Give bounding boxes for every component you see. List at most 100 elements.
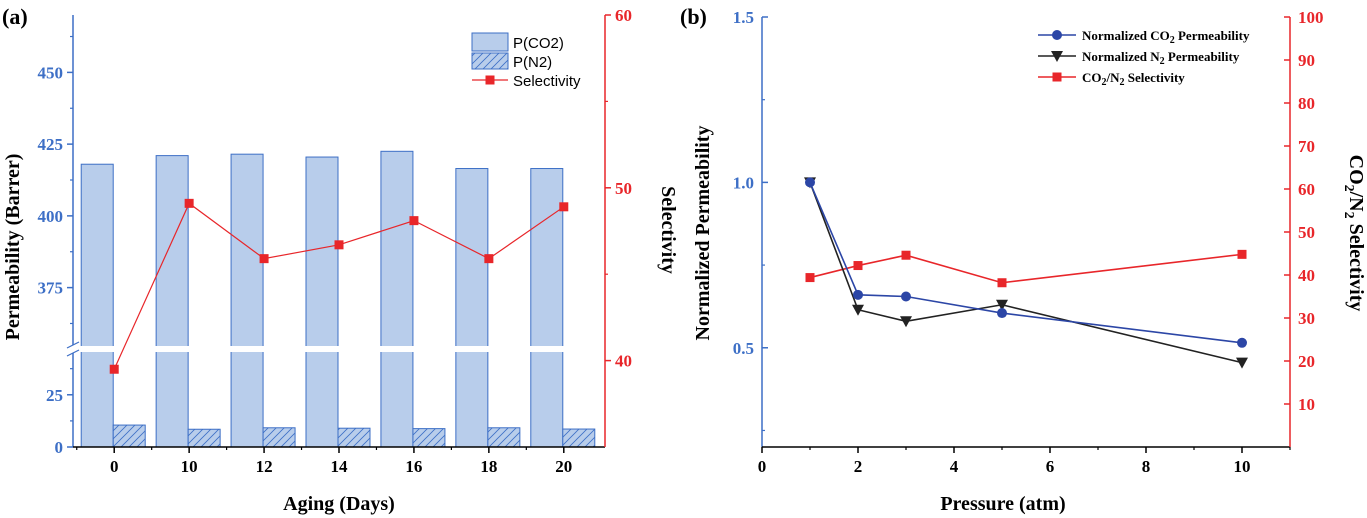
y2-tick-label: 50 (1298, 223, 1315, 242)
selectivity-point (334, 240, 344, 250)
legend-label: Selectivity (513, 73, 581, 90)
x-tick-label: 2 (854, 457, 863, 476)
legend-label-co2: Normalized CO2 Permeability (1082, 28, 1250, 46)
selectivity-point (109, 364, 119, 374)
y2-tick-label: 60 (1298, 180, 1315, 199)
co2-point (853, 289, 863, 300)
n2-point (1236, 357, 1248, 369)
y2-tick-label: 30 (1298, 309, 1315, 328)
panel-b-y2label: CO2/N2 Selectivity (1341, 155, 1367, 312)
panel-a-y2label: Selectivity (657, 186, 679, 274)
legend-marker-selectivity (1052, 72, 1062, 82)
y2-tick-label: 100 (1298, 8, 1324, 27)
selectivity-point (853, 261, 863, 271)
panel-b-xlabel: Pressure (atm) (940, 493, 1065, 515)
selectivity-point (184, 198, 194, 208)
co2-point (901, 291, 911, 302)
y-tick-label: 25 (46, 386, 63, 405)
panel-b-ylabel: Normalized Permeability (692, 126, 714, 341)
y2-tick-label: 90 (1298, 51, 1315, 70)
bar-pn2 (487, 427, 521, 448)
selectivity-point (901, 250, 911, 260)
selectivity-point (805, 273, 815, 283)
axis-break-gap (69, 346, 609, 352)
n2-point (852, 304, 864, 316)
bar-pco2 (305, 156, 339, 448)
y-tick-label: 400 (38, 207, 64, 226)
y2-tick-label: 40 (615, 352, 632, 371)
bar-pco2 (155, 155, 189, 448)
panel-a-xlabel: Aging (Days) (283, 493, 395, 515)
bar-pn2 (562, 428, 596, 448)
y2-tick-label: 10 (1298, 395, 1315, 414)
y2-tick-label: 40 (1298, 266, 1315, 285)
n2-line (809, 182, 1243, 364)
legend-label-n2: Normalized N2 Permeability (1082, 49, 1240, 67)
legend-a: P(CO2) P(N2) Selectivity (471, 32, 581, 90)
x-tick-label: 20 (555, 457, 572, 476)
x-tick-label: 18 (480, 457, 497, 476)
bar-pn2 (112, 424, 146, 448)
x-tick-label: 0 (110, 457, 119, 476)
legend-b: Normalized CO2 Permeability Normalized N2… (1038, 28, 1250, 88)
y-tick-label: 425 (38, 135, 64, 154)
legend-marker-n2 (1051, 51, 1063, 62)
y2-tick-label: 80 (1298, 94, 1315, 113)
x-tick-label: 10 (181, 457, 198, 476)
x-tick-label: 8 (1142, 457, 1151, 476)
y-tick-label: 1.0 (733, 173, 754, 192)
selectivity-point (997, 278, 1007, 288)
selectivity-point (1237, 249, 1247, 259)
y2-tick-label: 70 (1298, 137, 1315, 156)
selectivity-point (484, 254, 494, 264)
legend-swatch-pn2 (471, 52, 509, 70)
x-tick-label: 16 (405, 457, 422, 476)
legend-label-selectivity: CO2/N2 Selectivity (1082, 70, 1185, 88)
co2-point (805, 177, 815, 188)
n2-point (900, 316, 912, 328)
legend-marker-co2 (1052, 30, 1062, 40)
y2-tick-label: 60 (615, 6, 632, 25)
x-tick-label: 12 (256, 457, 273, 476)
selectivity-point (259, 254, 269, 264)
bar-pn2 (337, 427, 371, 448)
bar-pco2 (530, 168, 564, 448)
bar-pco2 (80, 163, 114, 448)
axis-break-mark (66, 349, 80, 357)
legend-swatch-pco2 (471, 32, 509, 52)
bar-pn2 (412, 428, 446, 448)
bar-pn2 (262, 427, 296, 448)
svg-text:CO2/N2 Selectivity: CO2/N2 Selectivity (1341, 155, 1367, 312)
bar-pn2 (187, 428, 221, 448)
selectivity-point (559, 202, 569, 212)
panel-a: 375 400 425 450 0 25 40 50 60 0 10 12 14 16 18 20 P(CO2)… (38, 6, 633, 476)
panel-b: 0.5 1.0 1.5 10 20 30 40 50 60 70 80 90 100 0 2 4 6 8 10 Nor… (733, 8, 1324, 476)
y-tick-label: 1.5 (733, 8, 754, 27)
y2-tick-label: 20 (1298, 352, 1315, 371)
axis-break-mark (66, 341, 80, 349)
bar-pco2 (380, 150, 414, 448)
legend-label: P(CO2) (513, 35, 564, 52)
y-tick-label: 450 (38, 63, 64, 82)
n2-point (996, 299, 1008, 311)
x-tick-label: 14 (331, 457, 349, 476)
y2-tick-label: 50 (615, 179, 632, 198)
x-tick-label: 4 (950, 457, 959, 476)
co2-point (1237, 337, 1247, 348)
bar-pco2 (455, 168, 489, 448)
panel-a-label: (a) (2, 4, 28, 29)
y-tick-label: 375 (38, 279, 64, 298)
y-tick-label: 0.5 (733, 339, 754, 358)
panel-a-ylabel: Permeability (Barrer) (2, 154, 24, 341)
x-tick-label: 0 (758, 457, 767, 476)
panel-b-label: (b) (680, 4, 707, 29)
x-tick-label: 10 (1234, 457, 1251, 476)
legend-label: P(N2) (513, 54, 552, 71)
y-tick-label: 0 (55, 438, 64, 457)
co2-point (997, 308, 1007, 319)
selectivity-line (809, 253, 1243, 284)
bar-pco2 (230, 153, 264, 448)
x-tick-label: 6 (1046, 457, 1055, 476)
selectivity-point (409, 216, 419, 226)
